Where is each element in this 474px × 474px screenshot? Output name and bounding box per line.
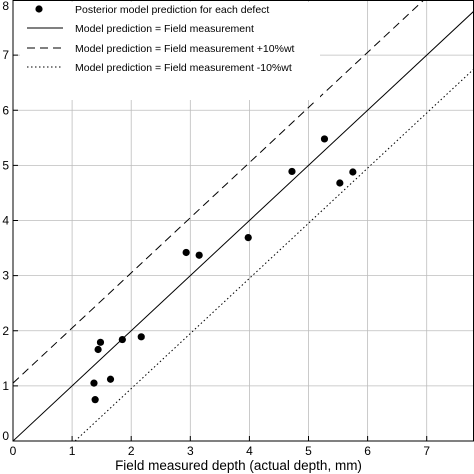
data-point — [182, 248, 190, 257]
legend-box — [20, 2, 320, 100]
series-line-solid — [13, 10, 474, 441]
series-line-dashed — [13, 0, 425, 384]
x-tick-label: 6 — [364, 444, 371, 458]
data-point — [137, 333, 145, 341]
data-point — [94, 345, 102, 354]
x-tick-label: 7 — [423, 444, 430, 458]
x-tick-label: 4 — [246, 444, 253, 458]
legend-entry-dashed-line: Model prediction = Field measurement +10… — [75, 43, 295, 55]
data-point — [349, 168, 357, 176]
y-tick-label: 6 — [2, 103, 9, 117]
data-point — [320, 135, 329, 143]
series-line-dotted — [74, 68, 474, 441]
y-tick-label: 8 — [2, 0, 9, 13]
y-tick-label: 0 — [2, 429, 9, 443]
reference-lines — [13, 0, 474, 441]
y-tick-label: 1 — [2, 379, 9, 393]
data-point — [244, 233, 252, 242]
y-tick-label: 2 — [2, 324, 9, 338]
legend-marker-points — [35, 5, 43, 13]
data-point — [106, 375, 115, 383]
data-point — [91, 396, 99, 404]
legend-entry-solid-line: Model prediction = Field measurement — [75, 23, 254, 35]
y-tick-label: 3 — [2, 269, 9, 283]
data-point — [96, 338, 105, 346]
x-tick-label: 0 — [10, 444, 17, 458]
data-point — [336, 179, 344, 187]
axis-ticks: 0 1 2 3 4 5 6 7 0 1 2 3 4 5 6 7 8 — [2, 0, 430, 458]
y-tick-label: 4 — [2, 214, 9, 228]
data-points — [90, 135, 357, 404]
data-point — [195, 251, 203, 259]
legend: Posterior model prediction for each defe… — [20, 2, 320, 100]
y-tick-label: 5 — [2, 158, 9, 172]
x-axis-label: Field measured depth (actual depth, mm) — [115, 458, 362, 473]
legend-entry-points: Posterior model prediction for each defe… — [75, 4, 269, 16]
y-tick-label: 7 — [2, 48, 9, 62]
x-tick-label: 1 — [69, 444, 76, 458]
data-point — [90, 379, 98, 387]
data-point — [288, 167, 296, 176]
x-tick-label: 2 — [128, 444, 135, 458]
x-tick-label: 5 — [305, 444, 312, 458]
data-point — [118, 335, 126, 344]
x-tick-label: 3 — [187, 444, 194, 458]
legend-entry-dotted-line: Model prediction = Field measurement -10… — [75, 62, 292, 74]
